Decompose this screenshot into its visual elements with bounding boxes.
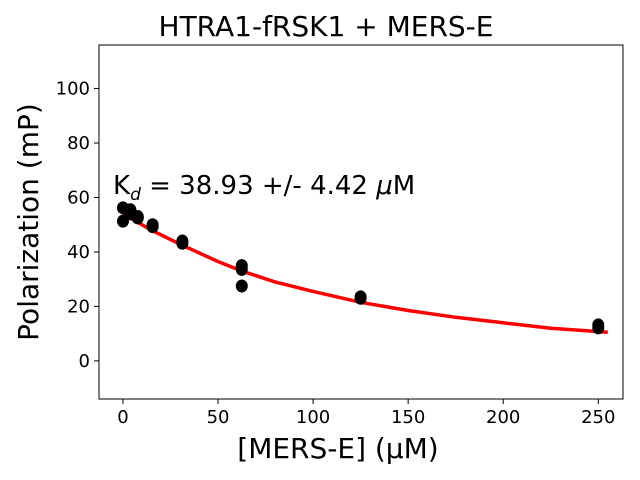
y-tick-label: 80 [67, 133, 90, 154]
y-tick-label: 100 [56, 79, 90, 100]
chart-title: HTRA1-fRSK1 + MERS-E [159, 10, 494, 43]
y-tick-label: 0 [79, 351, 90, 372]
data-point [146, 220, 159, 234]
x-tick-label: 0 [117, 407, 128, 428]
x-tick-label: 150 [391, 407, 425, 428]
data-point [235, 262, 248, 276]
y-tick-label: 40 [67, 242, 90, 263]
fit-curve [122, 212, 608, 335]
x-tick-label: 250 [581, 407, 615, 428]
x-tick-label: 50 [207, 407, 230, 428]
x-axis-label: [MERS-E] (µM) [237, 432, 438, 465]
y-axis-label: Polarization (mP) [12, 103, 45, 341]
plot-frame [98, 44, 624, 400]
x-tick-label: 100 [296, 407, 330, 428]
y-tick-label: 60 [67, 187, 90, 208]
x-tick-label: 200 [486, 407, 520, 428]
data-point [354, 291, 367, 305]
data-point [176, 236, 189, 250]
kd-annotation: Kd = 38.93 +/- 4.42 μM [113, 171, 415, 205]
data-point [235, 279, 248, 293]
data-point [131, 211, 144, 225]
y-tick-label: 20 [67, 296, 90, 317]
data-point [592, 321, 605, 335]
